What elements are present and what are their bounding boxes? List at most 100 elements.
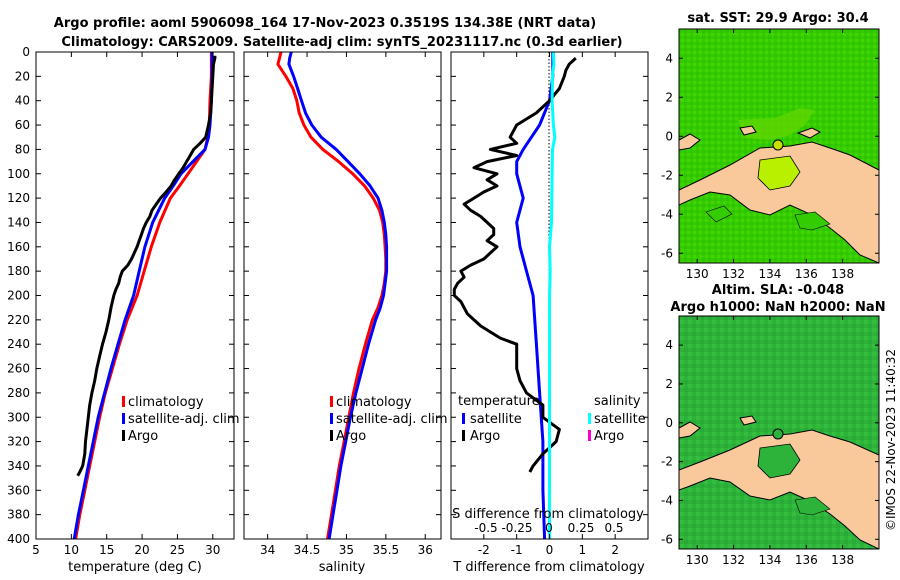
lat-tick-label: -4 bbox=[661, 493, 673, 507]
legend-t-argo-label: Argo bbox=[470, 429, 500, 444]
sla-lat-ticks: 4 2 0 -2 -4 -6 bbox=[661, 338, 879, 546]
s-difference-xlabel: S difference from climatology bbox=[452, 507, 644, 522]
legend-t-satellite-swatch bbox=[462, 413, 465, 424]
y-tick-label: 280 bbox=[7, 386, 30, 400]
lat-tick-label: 0 bbox=[665, 416, 673, 430]
y-tick-label: 220 bbox=[7, 313, 30, 327]
x-tick-label: 1 bbox=[579, 543, 587, 557]
depth-yticks: 0 20 40 60 80 100 120 140 160 180 200 220 240 260 280 3… bbox=[7, 45, 648, 546]
x-tick-label: 25 bbox=[170, 543, 185, 557]
y-tick-label: 140 bbox=[7, 215, 30, 229]
temperature-xlabel: temperature (deg C) bbox=[68, 560, 202, 575]
lon-tick-label: 132 bbox=[722, 553, 745, 567]
figure-title-line2: Climatology: CARS2009. Satellite-adj cli… bbox=[61, 35, 622, 50]
salinity-xlabel: salinity bbox=[319, 560, 366, 575]
cenderawasih-bay bbox=[757, 155, 801, 191]
s-diff-tick-label: 0.25 bbox=[568, 521, 595, 535]
argo-position-marker bbox=[772, 139, 784, 151]
lon-tick-label: 134 bbox=[758, 553, 781, 567]
series-line-s-satellite bbox=[548, 52, 557, 539]
island-land bbox=[739, 125, 757, 136]
y-tick-label: 360 bbox=[7, 483, 30, 497]
s-diff-tick-label: -0.5 bbox=[474, 521, 497, 535]
sla-map: Altim. SLA: -0.048 Argo h1000: NaN h2000… bbox=[661, 283, 886, 567]
x-tick-label: 34.5 bbox=[294, 543, 321, 557]
lat-tick-label: -6 bbox=[661, 532, 673, 546]
salinity-legend: climatology satellite-adj. clim Argo bbox=[330, 395, 448, 444]
sla-map-title-line2: Argo h1000: NaN h2000: NaN bbox=[670, 300, 885, 315]
x-tick-label: 34 bbox=[260, 543, 275, 557]
copyright-stamp: ©IMOS 22-Nov-2023 11:40:32 bbox=[884, 349, 898, 531]
lon-tick-label: 136 bbox=[795, 553, 818, 567]
temperature-legend: climatology satellite-adj. clim Argo bbox=[122, 395, 240, 444]
x-tick-label: 5 bbox=[32, 543, 40, 557]
y-tick-label: 180 bbox=[7, 264, 30, 278]
sla-map-title-line1: Altim. SLA: -0.048 bbox=[712, 283, 844, 298]
temperature-panel: 5 10 15 20 25 30 0204060801001201401601802002… bbox=[7, 45, 648, 575]
x-tick-label: 2 bbox=[611, 543, 619, 557]
x-tick-label: -1 bbox=[511, 543, 523, 557]
legend-satellite-swatch bbox=[330, 413, 333, 424]
legend-t-satellite-label: satellite bbox=[470, 412, 522, 427]
y-tick-label: 340 bbox=[7, 459, 30, 473]
difference-panel: -2 -1 0 1 2 -0.5 -0.25 0 0.25 0.5 S difference f… bbox=[450, 51, 649, 575]
salinity-axes-frame bbox=[243, 51, 442, 540]
y-tick-label: 40 bbox=[15, 94, 30, 108]
lon-tick-label: 138 bbox=[831, 553, 854, 567]
legend-satellite-swatch bbox=[122, 413, 125, 424]
t-difference-xticks: -2 -1 0 1 2 bbox=[478, 52, 619, 557]
legend-t-argo-swatch bbox=[462, 430, 465, 441]
series-line-t-satellite bbox=[515, 52, 555, 539]
sla-lon-ticks: 130 132 134 136 138 bbox=[686, 316, 854, 567]
s-difference-xticks: -0.5 -0.25 0 0.25 0.5 bbox=[474, 521, 623, 535]
x-tick-label: 20 bbox=[134, 543, 149, 557]
salinity-xticks: 34 34.5 35 35.5 36 bbox=[260, 52, 433, 557]
x-tick-label: 35.5 bbox=[372, 543, 399, 557]
y-tick-label: 100 bbox=[7, 167, 30, 181]
legend-climatology-swatch bbox=[122, 396, 125, 407]
legend-s-argo-label: Argo bbox=[594, 429, 624, 444]
temperature-xticks: 5 10 15 20 25 30 bbox=[32, 52, 220, 557]
lat-tick-label: -6 bbox=[661, 246, 673, 260]
s-diff-tick-label: -0.25 bbox=[501, 521, 532, 535]
x-tick-label: 0 bbox=[546, 543, 554, 557]
sla-map-frame bbox=[678, 315, 880, 550]
x-tick-label: 35 bbox=[339, 543, 354, 557]
series-line-climatology bbox=[74, 52, 213, 539]
series-line-t-argo bbox=[452, 56, 577, 473]
y-tick-label: 20 bbox=[15, 69, 30, 83]
lat-tick-label: -2 bbox=[661, 168, 673, 182]
y-tick-label: 320 bbox=[7, 435, 30, 449]
series-line-satellite-adj-clim bbox=[72, 52, 214, 539]
island-land bbox=[679, 421, 701, 439]
x-tick-label: 15 bbox=[99, 543, 114, 557]
lon-tick-label: 132 bbox=[722, 267, 745, 281]
legend-argo-label: Argo bbox=[128, 429, 158, 444]
lat-tick-label: -2 bbox=[661, 455, 673, 469]
figure-title-line1: Argo profile: aoml 5906098_164 17-Nov-20… bbox=[54, 16, 596, 31]
legend-argo-swatch bbox=[122, 430, 125, 441]
t-difference-xlabel: T difference from climatology bbox=[452, 560, 645, 575]
legend-satellite-label: satellite-adj. clim bbox=[128, 412, 240, 427]
x-tick-label: -2 bbox=[478, 543, 490, 557]
legend-climatology-swatch bbox=[330, 396, 333, 407]
sst-warm-patch bbox=[738, 108, 815, 140]
series-line-satellite-adj-clim bbox=[287, 52, 389, 539]
legend-s-satellite-label: satellite bbox=[594, 412, 646, 427]
series-line-climatology bbox=[276, 52, 388, 539]
sst-map-title: sat. SST: 29.9 Argo: 30.4 bbox=[687, 11, 868, 26]
lat-tick-label: 2 bbox=[665, 90, 673, 104]
sst-lat-ticks: 4 2 0 -2 -4 -6 bbox=[661, 51, 879, 260]
lat-tick-label: 4 bbox=[665, 338, 673, 352]
island-land bbox=[796, 127, 822, 139]
lat-tick-label: 0 bbox=[665, 129, 673, 143]
lat-tick-label: 4 bbox=[665, 51, 673, 65]
legend-satellite-label: satellite-adj. clim bbox=[336, 412, 448, 427]
island-land bbox=[739, 415, 757, 426]
legend-argo-swatch bbox=[330, 430, 333, 441]
lon-tick-label: 130 bbox=[686, 553, 709, 567]
legend-climatology-label: climatology bbox=[336, 395, 412, 410]
y-tick-label: 260 bbox=[7, 362, 30, 376]
y-tick-label: 400 bbox=[7, 532, 30, 546]
